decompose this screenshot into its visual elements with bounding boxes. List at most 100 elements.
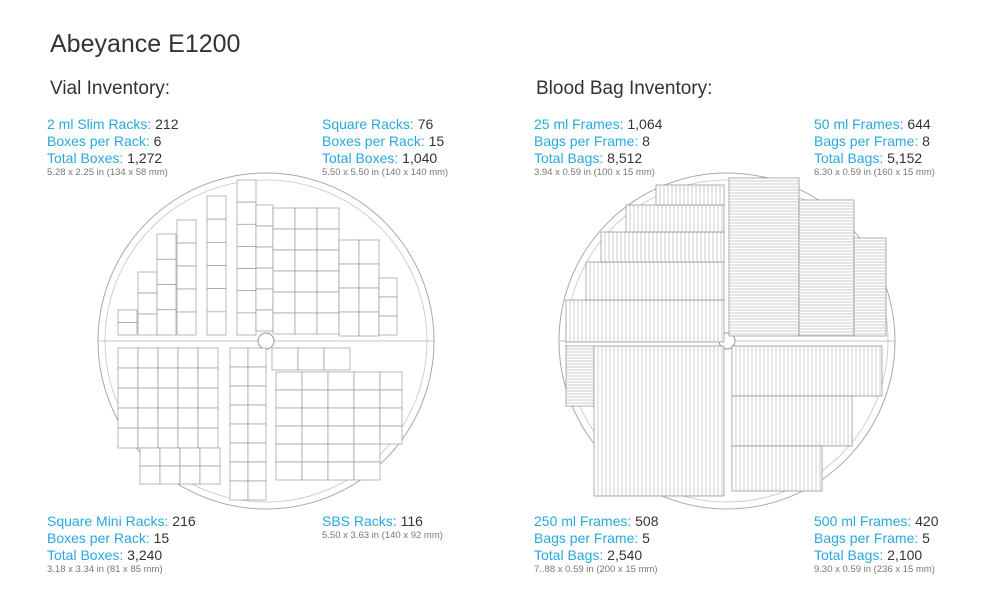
- stat-row: Total Boxes: 1,272: [47, 150, 178, 167]
- square-mini-rack-box: [229, 442, 249, 463]
- frame-25ml-block: [600, 231, 725, 263]
- square-mini-rack-box: [117, 367, 139, 389]
- dimensions-note: 3.18 x 3.34 in (81 x 85 mm): [47, 564, 163, 575]
- page-title: Abeyance E1200: [50, 30, 241, 58]
- square-rack-box: [378, 315, 398, 336]
- square-mini-rack-box: [229, 366, 249, 387]
- slim-rack-box: [206, 311, 227, 336]
- slim-rack-box: [117, 309, 138, 323]
- vial-freezer-center-post: [257, 332, 275, 350]
- stat-value: 5: [642, 530, 650, 546]
- square-rack-box: [272, 291, 296, 314]
- frame-25ml-block: [585, 261, 725, 301]
- slim-rack-box: [117, 322, 138, 336]
- square-mini-rack-box: [247, 366, 267, 387]
- stat-row: SBS Racks: 116: [322, 513, 443, 530]
- frame-250ml-block: [565, 345, 595, 407]
- sbs-rack-box: [353, 407, 381, 427]
- sbs-rack-box: [275, 371, 303, 391]
- sbs-rack-box: [327, 461, 355, 481]
- stat-label: Total Boxes:: [47, 547, 124, 563]
- stat-label: Boxes per Rack:: [47, 133, 150, 149]
- square-mini-rack-box: [229, 404, 249, 425]
- square-mini-rack-box: [197, 367, 219, 389]
- sbs-rack-box: [323, 347, 351, 371]
- square-mini-rack-box: [247, 480, 267, 501]
- slim-rack-box: [176, 242, 197, 267]
- dimensions-note: 5.50 x 5.50 in (140 x 140 mm): [322, 167, 449, 178]
- slim-rack-box: [206, 241, 227, 266]
- slim-racks-stats: 2 ml Slim Racks: 212 Boxes per Rack: 6 T…: [47, 116, 178, 179]
- slim-rack-box: [206, 195, 227, 220]
- square-mini-rack-box: [177, 347, 199, 369]
- square-rack-box: [272, 312, 296, 335]
- square-rack-box: [316, 207, 340, 230]
- slim-rack-box: [137, 313, 158, 336]
- square-mini-rack-box: [197, 407, 219, 429]
- slim-rack-box: [255, 309, 274, 332]
- square-rack-box: [316, 291, 340, 314]
- square-rack-box: [272, 270, 296, 293]
- stat-label: Total Bags:: [814, 150, 884, 166]
- square-mini-rack-box: [229, 461, 249, 482]
- stat-value: 5,152: [887, 150, 923, 166]
- square-mini-rack-box: [247, 461, 267, 482]
- stat-row: 250 ml Frames: 508: [534, 513, 659, 530]
- frame-25ml-block-outline: [565, 299, 725, 343]
- square-mini-rack-box: [117, 387, 139, 409]
- sbs-rack-box: [275, 389, 303, 409]
- square-mini-rack-box: [229, 423, 249, 444]
- square-rack-box: [358, 287, 380, 313]
- stat-label: Total Bags:: [534, 150, 604, 166]
- dimensions-note: 5.50 x 3.63 in (140 x 92 mm): [322, 530, 443, 541]
- frame-50ml-block-outline: [728, 177, 800, 337]
- stat-label: Square Racks:: [322, 116, 414, 132]
- stat-row: Bags per Frame: 5: [814, 530, 939, 547]
- stat-label: Total Bags:: [814, 547, 884, 563]
- slim-rack-box: [255, 246, 274, 269]
- frame-25ml-block: [655, 184, 725, 206]
- square-mini-rack-box: [177, 367, 199, 389]
- frame-50ml-block: [853, 237, 887, 337]
- square-mini-rack-box: [179, 465, 201, 485]
- slim-rack-box: [236, 312, 257, 336]
- square-mini-rack-box: [137, 367, 159, 389]
- stat-value: 116: [400, 513, 423, 529]
- stat-label: SBS Racks:: [322, 513, 397, 529]
- slim-rack-box: [137, 292, 158, 315]
- stat-row: Total Bags: 5,152: [814, 150, 935, 167]
- stat-value: 8,512: [607, 150, 643, 166]
- square-mini-rack-box: [117, 407, 139, 429]
- stat-row: 2 ml Slim Racks: 212: [47, 116, 178, 133]
- square-mini-rack-box: [137, 387, 159, 409]
- slim-rack-box: [176, 288, 197, 313]
- square-mini-rack-box: [247, 423, 267, 444]
- stat-value: 15: [153, 530, 170, 546]
- square-mini-rack-box: [229, 347, 249, 368]
- stat-row: Boxes per Rack: 6: [47, 133, 178, 150]
- dimensions-note: 6.30 x 0.59 in (160 x 15 mm): [814, 167, 935, 178]
- stat-value: 3,240: [127, 547, 163, 563]
- vial-inventory-heading: Vial Inventory:: [50, 78, 171, 99]
- stat-value: 6: [153, 133, 162, 149]
- sbs-rack-box: [379, 425, 403, 445]
- sbs-rack-box: [301, 389, 329, 409]
- square-rack-box: [316, 228, 340, 251]
- square-rack-box: [358, 239, 380, 265]
- square-mini-rack-box: [177, 407, 199, 429]
- frames-250ml-stats: 250 ml Frames: 508 Bags per Frame: 5 Tot…: [534, 513, 659, 576]
- stat-value: 5: [922, 530, 930, 546]
- slim-rack-box: [255, 204, 274, 227]
- frame-25ml-block: [565, 299, 725, 343]
- stat-row: Bags per Frame: 8: [534, 133, 662, 150]
- frame-500ml-block: [731, 395, 853, 447]
- dimensions-note: 5.28 x 2.25 in (134 x 58 mm): [47, 167, 168, 178]
- stat-row: Square Racks: 76: [322, 116, 448, 133]
- square-mini-rack-box: [247, 442, 267, 463]
- frame-500ml-block-outline: [731, 345, 883, 397]
- slim-rack-box: [176, 311, 197, 336]
- square-mini-rack-box: [197, 427, 219, 449]
- stat-label: 50 ml Frames:: [814, 116, 904, 132]
- slim-rack-box: [156, 309, 177, 336]
- square-mini-rack-box: [179, 447, 201, 467]
